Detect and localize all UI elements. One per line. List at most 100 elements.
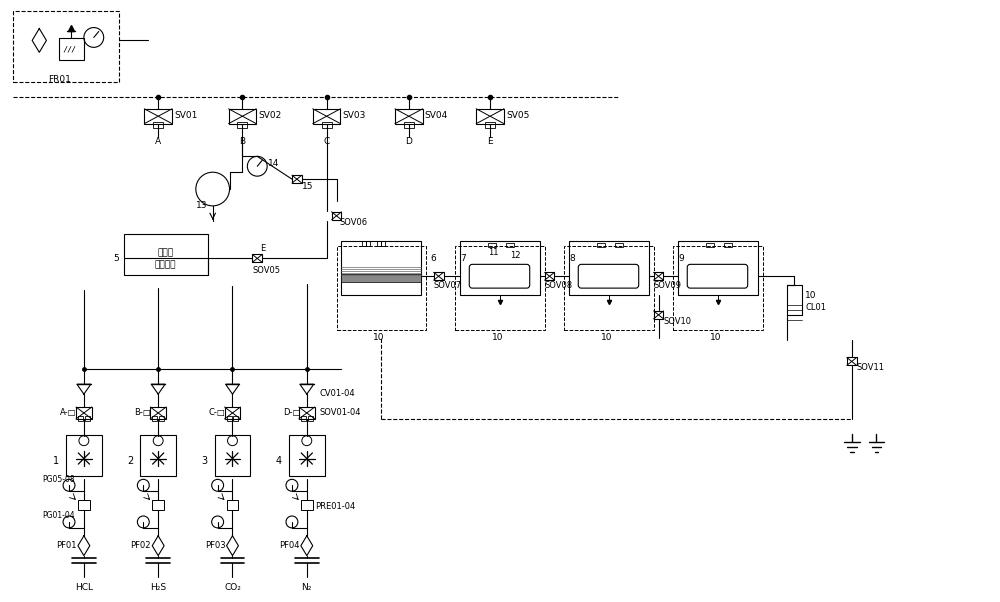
Text: SV04: SV04 [425,111,448,120]
Bar [313,109,340,123]
Text: PF03: PF03 [205,541,225,550]
Bar [395,109,423,123]
Text: HCL: HCL [75,583,93,592]
Bar [678,241,758,295]
Text: 3: 3 [202,456,208,465]
Bar [229,109,256,123]
Bar [404,122,414,128]
Text: 10: 10 [601,333,613,342]
Bar [233,416,238,421]
Text: PF02: PF02 [130,541,151,550]
Text: SOV10: SOV10 [663,317,691,326]
Bar [615,243,623,247]
Bar [85,416,90,421]
Text: 9: 9 [678,254,684,263]
Bar [299,407,315,419]
Bar [485,122,495,128]
Bar [847,358,857,365]
Text: CV01-04: CV01-04 [320,389,355,398]
Bar [78,500,90,510]
Text: 10: 10 [492,333,504,342]
Text: 13: 13 [196,202,207,210]
Text: 14: 14 [268,159,280,168]
Bar [569,241,649,295]
Text: PF01: PF01 [56,541,77,550]
Text: B: B [239,137,245,146]
Text: SV02: SV02 [258,111,282,120]
Bar [301,500,313,510]
Bar [144,109,172,123]
Bar [153,122,163,128]
Bar [488,243,496,247]
Text: C-□: C-□ [209,409,225,417]
Text: E: E [487,137,493,146]
Text: 4: 4 [276,456,282,465]
Text: 2: 2 [127,456,133,465]
Text: 10: 10 [805,291,817,300]
Bar [476,109,504,123]
Text: 精密蒸: 精密蒸 [157,248,173,257]
Text: SV01: SV01 [174,111,197,120]
Text: PRE01-04: PRE01-04 [315,501,355,510]
Bar [59,39,84,60]
Bar [152,500,164,510]
Bar [227,416,232,421]
Bar [654,311,663,319]
Bar [341,241,421,295]
Bar [252,255,262,262]
Bar [301,416,306,421]
Bar [152,416,157,421]
Bar [78,416,83,421]
Bar [308,416,313,421]
Text: D: D [405,137,412,146]
Bar [341,275,421,282]
Bar [724,243,732,247]
Bar [362,241,370,246]
Text: 12: 12 [510,251,520,260]
Text: D-□: D-□ [283,409,300,417]
Text: 1: 1 [53,456,59,465]
Text: 5: 5 [114,254,119,263]
Bar [332,212,341,220]
Text: 11: 11 [488,248,499,257]
Bar [227,500,238,510]
Bar [545,272,554,280]
Bar [337,246,426,330]
Text: SOV06: SOV06 [339,219,368,227]
Bar [455,246,545,330]
Text: SOV09: SOV09 [654,281,682,290]
Bar [13,11,119,82]
Bar [150,407,166,419]
Bar [140,435,176,476]
Bar [706,243,714,247]
Bar [289,435,325,476]
Bar [76,407,92,419]
Bar [377,241,385,246]
Text: B-□: B-□ [134,409,151,417]
Text: SV03: SV03 [342,111,366,120]
Text: SV05: SV05 [506,111,529,120]
Text: N₂: N₂ [302,583,312,592]
Bar [564,246,654,330]
Text: 汽发生器: 汽发生器 [154,260,176,269]
Text: CL01: CL01 [805,303,826,312]
Bar [654,272,663,280]
Bar [322,122,332,128]
Text: SOV11: SOV11 [857,363,885,372]
Bar [237,122,247,128]
Text: PG05-08: PG05-08 [42,475,75,484]
Text: PF04: PF04 [279,541,300,550]
Bar [225,407,240,419]
Text: SOV08: SOV08 [545,281,573,290]
Bar [434,272,444,280]
Text: 15: 15 [302,182,313,191]
Text: FR01: FR01 [48,75,71,84]
Text: SOV07: SOV07 [434,281,462,290]
Text: A: A [155,137,161,146]
Text: C: C [323,137,330,146]
Text: CO₂: CO₂ [224,583,241,592]
Bar [597,243,605,247]
Text: E: E [260,244,265,253]
Bar [460,241,540,295]
Text: H₂S: H₂S [150,583,166,592]
